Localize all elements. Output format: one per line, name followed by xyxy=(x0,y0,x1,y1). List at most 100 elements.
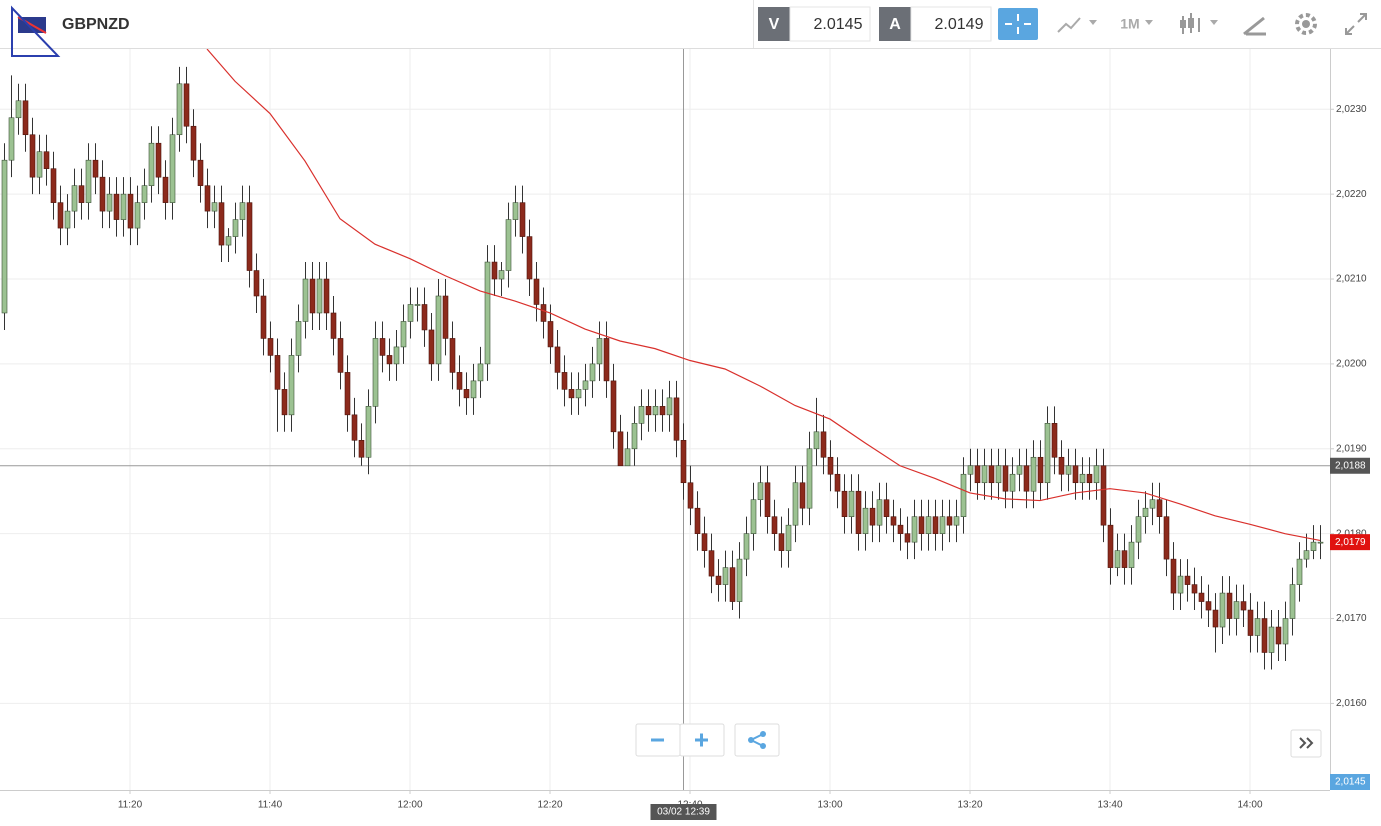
crosshair-icon xyxy=(1005,14,1031,34)
candle-body xyxy=(764,482,771,517)
candle-body xyxy=(1303,550,1310,560)
candle-body xyxy=(57,202,64,229)
candle-body xyxy=(50,168,57,203)
candle-body xyxy=(99,176,106,212)
candle-body xyxy=(617,431,624,467)
x-tick-label: 13:00 xyxy=(817,800,842,811)
candle-body xyxy=(862,507,869,534)
candle-body xyxy=(834,473,841,492)
candle-body xyxy=(253,270,260,297)
candle-body xyxy=(92,159,99,178)
candle-body xyxy=(988,465,995,484)
candle-body xyxy=(386,355,393,365)
candle-body xyxy=(673,397,680,441)
candle-body xyxy=(792,482,799,526)
buy-button[interactable] xyxy=(879,7,911,41)
candle-body xyxy=(498,270,505,280)
candle-body xyxy=(631,423,638,450)
candle-body xyxy=(883,499,890,517)
scroll-icon xyxy=(1299,737,1314,749)
candle-body xyxy=(358,439,365,458)
collapse-icon[interactable] xyxy=(1345,13,1367,35)
settings-icon[interactable] xyxy=(1295,13,1317,35)
candle-body xyxy=(981,465,988,484)
candle-body xyxy=(8,117,15,161)
candle-body xyxy=(43,151,50,169)
sell-price-box[interactable] xyxy=(789,6,871,42)
candle-body xyxy=(540,304,547,322)
candle-body xyxy=(645,406,652,416)
x-tick-label: 13:20 xyxy=(957,800,982,811)
candle-body xyxy=(442,295,449,339)
candle-body xyxy=(323,278,330,314)
scroll-right-button[interactable] xyxy=(1290,729,1322,758)
candle-body xyxy=(78,185,85,203)
y-tick-label: 2,0160 xyxy=(1336,698,1367,709)
candle-body xyxy=(372,338,379,407)
buy-price-box[interactable] xyxy=(910,6,992,42)
candle-body xyxy=(743,533,750,560)
plus-icon xyxy=(695,733,708,747)
candle-body xyxy=(967,465,974,475)
candle-body xyxy=(603,338,610,382)
plot-area: 2,0160 2,0170 2,0180 2,0190 2,0200 2,0210 2,02… xyxy=(0,49,1370,820)
candle-body xyxy=(1044,423,1051,484)
candle-body xyxy=(1058,456,1065,475)
candle-body xyxy=(155,142,162,178)
candle-body xyxy=(736,558,743,602)
candle-body xyxy=(470,380,477,399)
candle-body xyxy=(1156,499,1163,517)
candle-body xyxy=(204,185,211,212)
candle-body xyxy=(512,202,519,220)
candle-body xyxy=(624,448,631,467)
candle-body xyxy=(554,346,561,373)
candle-body xyxy=(785,524,792,551)
candle-body xyxy=(1009,473,1016,492)
candle-body xyxy=(141,185,148,203)
x-tick-label: 13:40 xyxy=(1097,800,1122,811)
candle-body xyxy=(1268,626,1275,653)
candle-body xyxy=(757,482,764,501)
candle-body xyxy=(1289,584,1296,619)
symbol: GBPNZD xyxy=(62,16,130,33)
interval[interactable]: 1M xyxy=(1120,16,1139,32)
candle-body xyxy=(876,499,883,526)
dropdown xyxy=(1145,20,1153,25)
candle-body xyxy=(1128,541,1135,568)
candle-body xyxy=(1,159,8,314)
candle-body xyxy=(267,338,274,356)
sell-button[interactable] xyxy=(758,7,790,41)
crosshair-button[interactable] xyxy=(998,8,1038,40)
candle-body xyxy=(778,533,785,551)
candle-body xyxy=(365,406,372,458)
drawing-tool[interactable] xyxy=(11,5,61,57)
draw-icon[interactable] xyxy=(1243,16,1266,36)
candle-body xyxy=(1282,618,1289,645)
candle-body xyxy=(456,372,463,390)
zoom-controls xyxy=(635,723,1322,758)
candle-body xyxy=(568,389,575,399)
candle-body xyxy=(722,567,729,585)
candle-body xyxy=(414,304,421,306)
candle-body xyxy=(680,439,687,484)
candle-body xyxy=(176,83,183,136)
sell-price-marker-label: 2,0145 xyxy=(1335,777,1366,788)
candle-body xyxy=(561,372,568,390)
candle-body xyxy=(1170,558,1177,594)
candle-body xyxy=(1177,575,1184,594)
candle-body xyxy=(827,456,834,475)
candle-body xyxy=(484,261,491,365)
candle-body xyxy=(694,507,701,534)
candle-body xyxy=(197,159,204,186)
candle-body xyxy=(547,321,554,348)
candle-body xyxy=(449,338,456,373)
share-button[interactable] xyxy=(734,723,780,757)
candle-body xyxy=(309,278,316,314)
candle-body xyxy=(22,100,29,136)
candle-body xyxy=(729,567,736,602)
chart-type-icon[interactable] xyxy=(1057,17,1081,33)
candle-body xyxy=(806,448,813,509)
candle-body xyxy=(610,380,617,433)
candle-body xyxy=(575,389,582,399)
